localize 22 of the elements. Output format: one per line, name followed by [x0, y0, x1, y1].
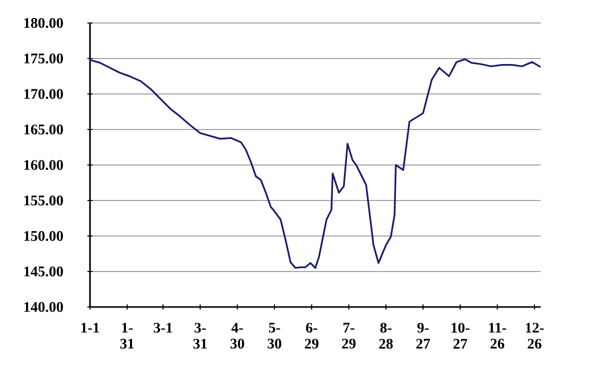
x-tick-label: 1-1 [81, 322, 100, 333]
x-tick-label: 10-27 [452, 322, 470, 349]
x-tick-label: 12-26 [526, 322, 544, 349]
y-tick-label: 180.00 [24, 18, 63, 28]
x-tick-label: 5-30 [268, 322, 282, 349]
x-tick-label: 3-31 [193, 322, 207, 349]
y-tick-label: 155.00 [24, 196, 63, 206]
x-tick-label: 9-27 [416, 322, 430, 349]
x-tick-label: 1-31 [120, 322, 134, 349]
x-tick-label: 6-29 [304, 322, 318, 349]
y-tick-label: 170.00 [24, 89, 63, 99]
x-tick-label: 7-29 [342, 322, 356, 349]
y-tick-label: 160.00 [24, 160, 63, 170]
x-tick-label: 3-1 [154, 322, 172, 333]
x-tick-label: 4-30 [230, 322, 244, 349]
x-tick-label: 8-28 [379, 322, 393, 349]
y-tick-label: 175.00 [24, 54, 63, 64]
x-tick-label: 11-26 [489, 322, 506, 349]
y-tick-label: 150.00 [24, 231, 63, 241]
y-tick-label: 165.00 [24, 124, 63, 134]
y-tick-label: 140.00 [24, 302, 63, 312]
y-tick-label: 145.00 [24, 266, 63, 276]
